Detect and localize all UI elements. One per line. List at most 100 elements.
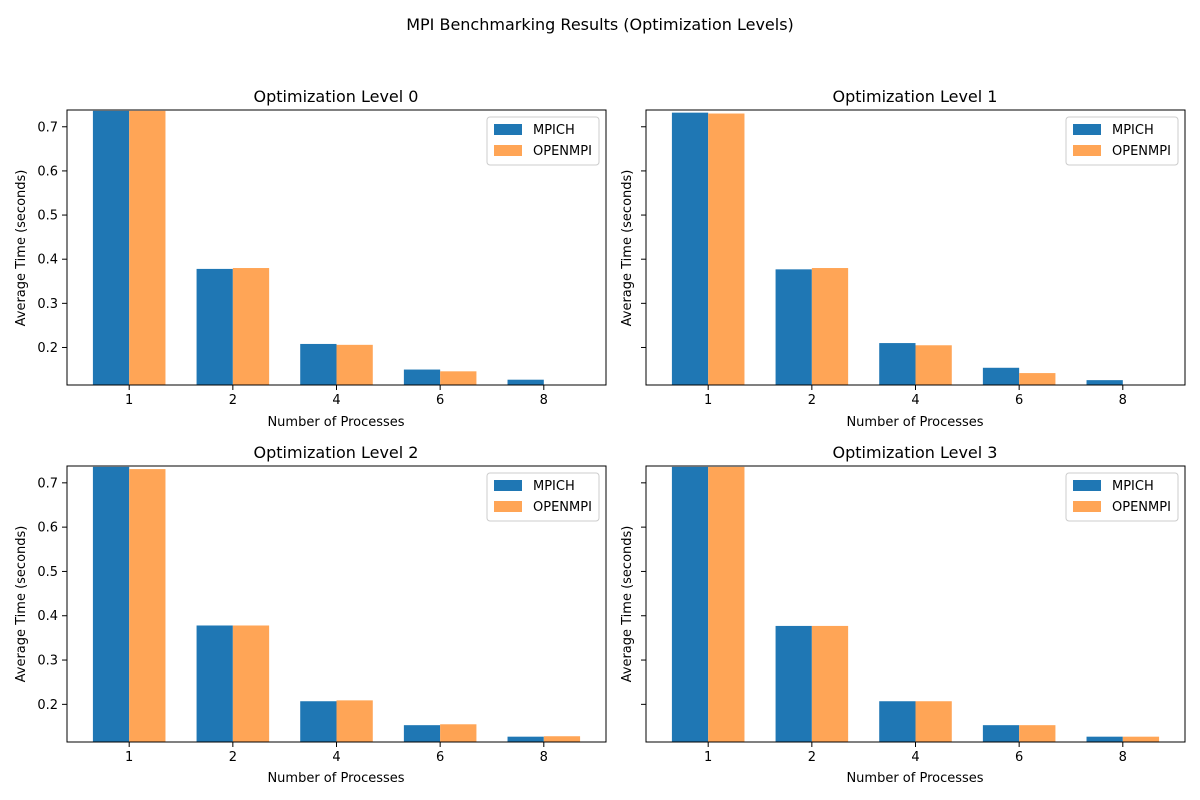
subplot-title: Optimization Level 2 <box>254 443 419 462</box>
legend-swatch-openmpi <box>1073 501 1101 512</box>
y-tick-label: 0.7 <box>37 476 58 491</box>
x-tick-label: 1 <box>125 393 133 408</box>
x-axis-label: Number of Processes <box>846 771 983 786</box>
y-tick-label: 0.4 <box>37 253 58 268</box>
bar-mpich-4 <box>300 701 337 742</box>
legend-label-openmpi: OPENMPI <box>533 144 592 159</box>
bar-openmpi-8 <box>543 736 581 742</box>
bar-openmpi-6 <box>1019 725 1056 742</box>
plot-area-0: 1 2 4 6 8 0.2 0.3 0.4 0.5 0.6 0.7 MPICH OPENMPI <box>37 109 607 408</box>
y-tick-label: 0.4 <box>37 609 58 624</box>
bar-mpich-1 <box>671 112 709 386</box>
subplot-level-2: Optimization Level 2 Number of Processes… <box>14 443 418 786</box>
bar-openmpi-2 <box>232 625 270 742</box>
y-tick-label: 0.2 <box>37 698 58 713</box>
x-tick-label: 8 <box>1119 750 1127 765</box>
legend-label-mpich: MPICH <box>533 479 575 494</box>
legend-label-mpich: MPICH <box>1112 123 1154 138</box>
subplot-title: Optimization Level 3 <box>833 443 998 462</box>
x-tick-label: 4 <box>911 393 919 408</box>
bar-openmpi-2 <box>811 268 849 385</box>
y-tick-label: 0.6 <box>37 521 58 536</box>
x-tick-label: 2 <box>808 750 816 765</box>
bar-openmpi-4 <box>336 700 373 742</box>
bar-openmpi-6 <box>440 371 477 385</box>
bar-mpich-6 <box>403 725 441 742</box>
bar-mpich-1 <box>92 466 130 742</box>
x-tick-label: 4 <box>332 750 340 765</box>
x-tick-label: 2 <box>808 393 816 408</box>
legend-label-openmpi: OPENMPI <box>1112 500 1171 515</box>
bar-openmpi-4 <box>336 344 373 385</box>
y-tick-label: 0.6 <box>37 164 58 179</box>
x-tick-label: 6 <box>1015 750 1023 765</box>
x-tick-label: 8 <box>1119 393 1127 408</box>
y-axis-label: Average Time (seconds) <box>620 526 635 683</box>
bar-mpich-4 <box>879 343 916 385</box>
x-tick-label: 8 <box>540 750 548 765</box>
y-tick-label: 0.5 <box>37 209 58 224</box>
x-tick-label: 4 <box>332 393 340 408</box>
plot-area-1: 1 2 4 6 8 MPICH OPENMPI <box>641 109 1186 408</box>
legend-label-mpich: MPICH <box>533 123 575 138</box>
bar-mpich-2 <box>775 269 812 385</box>
bar-mpich-1 <box>671 466 709 742</box>
x-tick-label: 1 <box>704 750 712 765</box>
x-tick-label: 6 <box>436 750 444 765</box>
y-tick-label: 0.3 <box>37 297 58 312</box>
y-tick-label: 0.3 <box>37 654 58 669</box>
y-tick-label: 0.5 <box>37 565 58 580</box>
subplot-title: Optimization Level 0 <box>254 87 419 106</box>
x-tick-label: 8 <box>540 393 548 408</box>
bar-mpich-2 <box>196 625 233 742</box>
x-tick-label: 2 <box>229 393 237 408</box>
legend-label-mpich: MPICH <box>1112 479 1154 494</box>
bar-openmpi-1 <box>708 113 745 385</box>
x-tick-label: 6 <box>436 393 444 408</box>
x-tick-label: 6 <box>1015 393 1023 408</box>
bar-openmpi-1 <box>129 469 166 742</box>
bar-mpich-2 <box>196 268 233 385</box>
legend-swatch-openmpi <box>494 501 522 512</box>
subplot-level-0: Optimization Level 0 Number of Processes… <box>14 87 418 430</box>
bar-mpich-8 <box>507 379 544 385</box>
subplot-level-3: Optimization Level 3 Number of Processes… <box>620 443 997 786</box>
plot-area-3: 1 2 4 6 8 MPICH OPENMPI <box>641 465 1186 765</box>
plot-area-2: 1 2 4 6 8 0.2 0.3 0.4 0.5 0.6 0.7 MPICH OPENMPI <box>37 465 607 765</box>
y-axis-label: Average Time (seconds) <box>14 170 29 327</box>
legend-label-openmpi: OPENMPI <box>1112 144 1171 159</box>
x-axis-label: Number of Processes <box>846 415 983 430</box>
legend: MPICH OPENMPI <box>486 116 600 166</box>
figure-suptitle: MPI Benchmarking Results (Optimization L… <box>406 15 794 34</box>
bar-openmpi-4 <box>915 345 952 385</box>
legend-swatch-openmpi <box>1073 145 1101 156</box>
bar-openmpi-2 <box>232 268 270 385</box>
x-tick-label: 4 <box>911 750 919 765</box>
bar-openmpi-1 <box>129 110 166 385</box>
bar-mpich-8 <box>1086 736 1123 742</box>
subplot-title: Optimization Level 1 <box>833 87 998 106</box>
bar-mpich-6 <box>403 369 441 385</box>
bar-mpich-4 <box>300 343 337 385</box>
legend: MPICH OPENMPI <box>1065 116 1179 166</box>
bar-openmpi-1 <box>708 466 745 742</box>
y-tick-label: 0.7 <box>37 120 58 135</box>
bar-openmpi-6 <box>440 724 477 742</box>
legend: MPICH OPENMPI <box>486 472 600 522</box>
legend-swatch-mpich <box>494 124 522 135</box>
bar-openmpi-8 <box>1122 736 1160 742</box>
x-tick-label: 2 <box>229 750 237 765</box>
subplot-level-1: Optimization Level 1 Number of Processes… <box>620 87 997 430</box>
bar-mpich-8 <box>507 736 544 742</box>
bar-openmpi-2 <box>811 625 849 742</box>
x-tick-label: 1 <box>704 393 712 408</box>
bar-openmpi-6 <box>1019 373 1056 385</box>
x-axis-label: Number of Processes <box>267 415 404 430</box>
legend-swatch-openmpi <box>494 145 522 156</box>
bar-mpich-6 <box>982 725 1020 742</box>
legend-label-openmpi: OPENMPI <box>533 500 592 515</box>
bar-mpich-4 <box>879 701 916 742</box>
x-tick-label: 1 <box>125 750 133 765</box>
legend-swatch-mpich <box>1073 480 1101 491</box>
bar-mpich-2 <box>775 625 812 742</box>
